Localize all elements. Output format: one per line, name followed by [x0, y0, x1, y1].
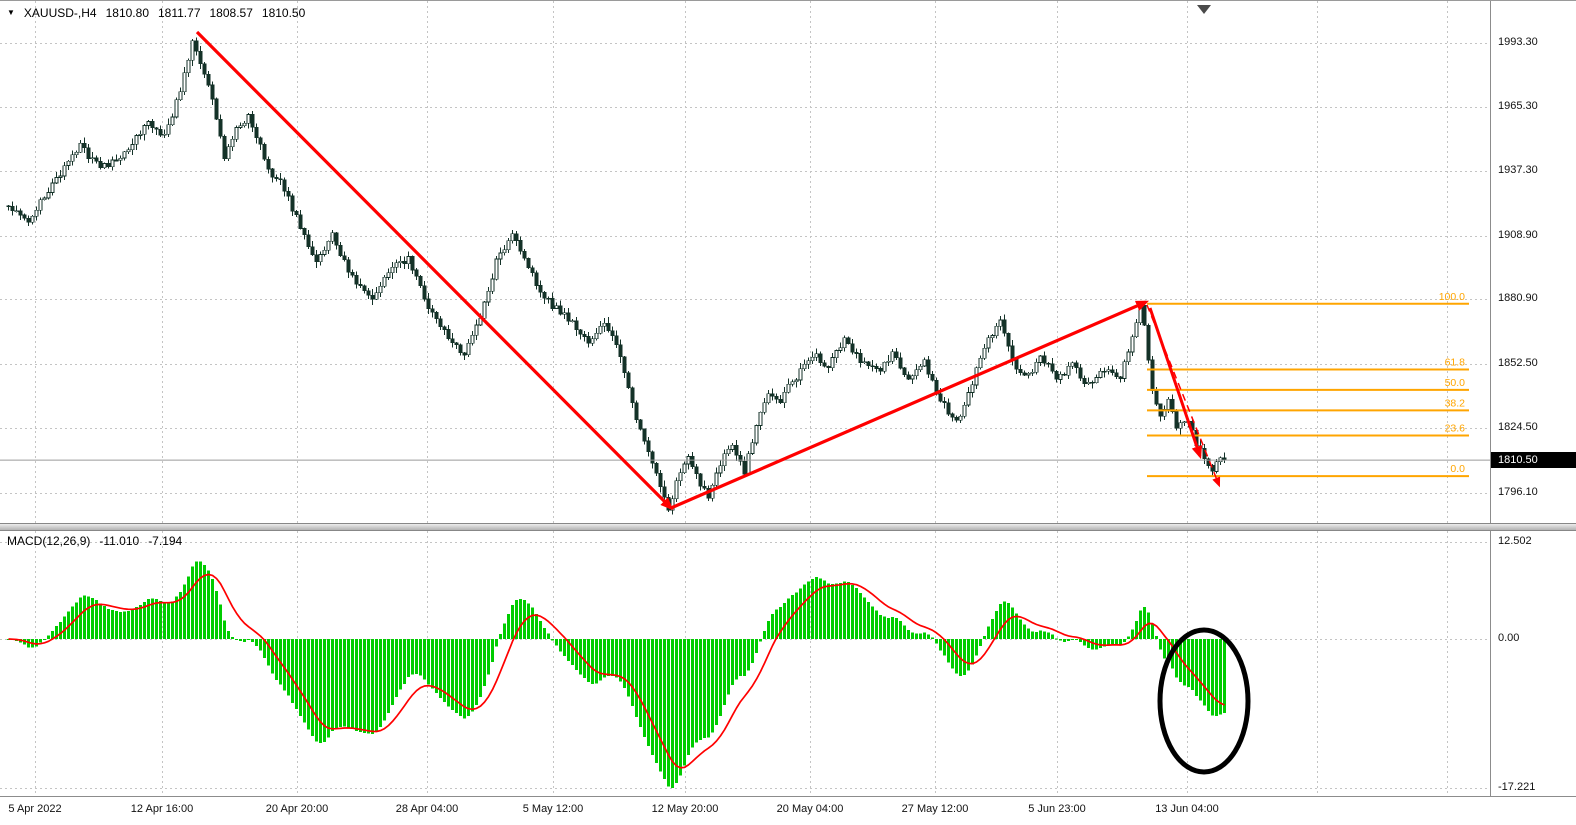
panel-separator[interactable] [0, 523, 1576, 531]
main-chart-panel: 0.0 23.6 38.2 50.0 61.8 100.0 ▼ XAUUSD-,H4 18… [0, 1, 1490, 523]
fib-level-label: 0.0 [1450, 463, 1465, 475]
fib-level-label: 61.8 [1445, 357, 1466, 369]
trend-arrow [195, 30, 674, 511]
chart-shift-marker [1197, 5, 1211, 14]
highlight-ellipse [1157, 627, 1251, 775]
main-grid [0, 1, 1490, 523]
time-axis-label: 13 Jun 04:00 [1155, 803, 1219, 815]
fib-level-label: 50.0 [1445, 377, 1466, 389]
fib-level-label: 38.2 [1445, 397, 1466, 409]
symbol-timeframe-label: XAUUSD-,H4 [23, 6, 97, 20]
macd-histogram [7, 561, 1226, 788]
time-axis-label: 27 May 12:00 [901, 803, 969, 815]
open-value: 1810.80 [105, 6, 149, 20]
price-tick: 1993.30 [1498, 36, 1538, 48]
current-price-label: 1810.50 [1491, 452, 1576, 468]
close-value: 1810.50 [261, 6, 306, 20]
price-tick: 1908.90 [1498, 229, 1538, 241]
price-tick: 1852.50 [1498, 357, 1538, 369]
macd-indicator-label: MACD(12,26,9) -11.010 -7.194 [7, 534, 182, 548]
time-axis-label: 5 Jun 23:00 [1028, 803, 1086, 815]
candles [6, 37, 1227, 515]
macd-scale-tick: 0.00 [1498, 632, 1520, 644]
fib-level-label: 100.0 [1439, 291, 1465, 303]
time-axis-label: 28 Apr 04:00 [395, 803, 459, 815]
time-axis-label: 12 Apr 16:00 [130, 803, 194, 815]
time-axis-label: 20 Apr 20:00 [265, 803, 329, 815]
macd-signal-value: -7.194 [148, 534, 183, 548]
low-value: 1808.57 [209, 6, 253, 20]
chart-dropdown-icon[interactable]: ▼ [7, 8, 15, 17]
macd-value: -11.010 [99, 534, 140, 548]
price-scale[interactable]: 1810.50 1993.30 1965.30 1937.30 1908.90 1880… [1490, 1, 1576, 796]
macd-scale-tick: -17.221 [1498, 781, 1536, 793]
macd-panel: MACD(12,26,9) -11.010 -7.194 [0, 531, 1490, 796]
fibonacci-lines: 0.0 23.6 38.2 50.0 61.8 100.0 [1147, 291, 1469, 478]
macd-canvas[interactable] [0, 531, 1490, 796]
macd-scale-tick: 12.502 [1498, 535, 1532, 547]
price-tick: 1965.30 [1498, 100, 1538, 112]
macd-signal-line [8, 573, 1225, 769]
high-value: 1811.77 [158, 6, 201, 20]
fib-level-label: 23.6 [1445, 423, 1466, 435]
price-tick: 1824.50 [1498, 421, 1538, 433]
price-tick: 1796.10 [1498, 486, 1538, 498]
time-axis-label: 20 May 04:00 [776, 803, 844, 815]
trend-arrow [1146, 304, 1221, 488]
trend-arrow [670, 300, 1149, 510]
time-axis-label: 5 Apr 2022 [8, 803, 62, 815]
chart-symbol-header: ▼ XAUUSD-,H4 1810.80 1811.77 1808.57 181… [7, 6, 305, 20]
time-axis-label: 5 May 12:00 [522, 803, 584, 815]
price-tick: 1937.30 [1498, 164, 1538, 176]
price-chart-canvas[interactable]: 0.0 23.6 38.2 50.0 61.8 100.0 [0, 1, 1490, 523]
time-axis[interactable]: 5 Apr 2022 12 Apr 16:00 20 Apr 20:00 28 Apr… [0, 796, 1576, 825]
macd-name: MACD(12,26,9) [7, 534, 91, 548]
price-tick: 1880.90 [1498, 292, 1538, 304]
time-axis-label: 12 May 20:00 [651, 803, 719, 815]
